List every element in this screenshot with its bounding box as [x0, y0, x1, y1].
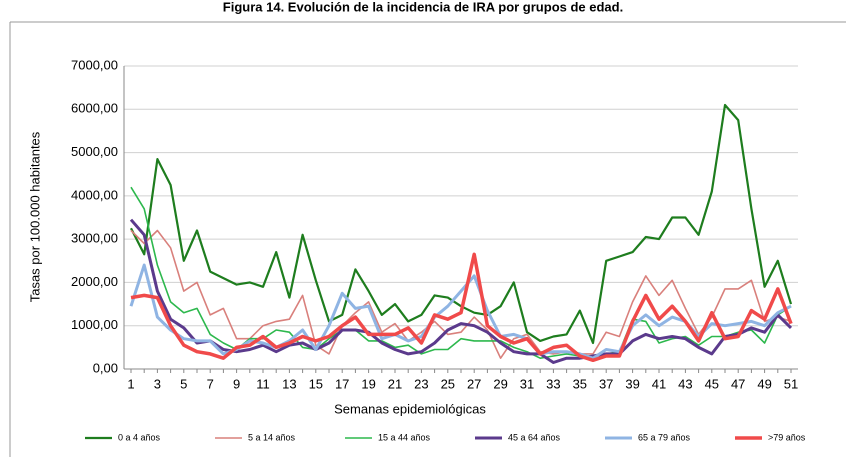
x-tick-label: 3	[154, 376, 161, 391]
legend-label: 15 a 44 años	[378, 432, 431, 442]
x-tick-label: 49	[757, 376, 771, 391]
x-tick-label: 17	[335, 376, 349, 391]
x-tick-label: 33	[546, 376, 560, 391]
x-tick-label: 35	[573, 376, 587, 391]
x-tick-label: 19	[361, 376, 375, 391]
x-tick-label: 11	[256, 376, 270, 391]
legend-label: 45 a 64 años	[508, 432, 561, 442]
x-tick-label: 9	[233, 376, 240, 391]
legend-label: 65 a 79 años	[638, 432, 691, 442]
y-tick-label: 5000,00	[71, 144, 118, 159]
y-tick-label: 1000,00	[71, 317, 118, 332]
x-tick-label: 27	[467, 376, 481, 391]
x-tick-label: 37	[599, 376, 613, 391]
x-tick-label: 31	[520, 376, 534, 391]
legend-label: >79 años	[768, 432, 806, 442]
x-tick-label: 21	[388, 376, 402, 391]
y-axis-title: Tasas por 100.000 habitantes	[27, 131, 42, 302]
x-tick-label: 15	[309, 376, 323, 391]
y-tick-label: 7000,00	[71, 57, 118, 72]
y-tick-label: 0,00	[93, 360, 118, 375]
x-tick-label: 45	[705, 376, 719, 391]
series-line	[129, 218, 793, 364]
y-tick-label: 2000,00	[71, 274, 118, 289]
x-axis-title: Semanas epidemiológicas	[334, 401, 486, 416]
x-tick-label: 23	[414, 376, 428, 391]
chart-title: Figura 14. Evolución de la incidencia de…	[223, 0, 623, 14]
x-tick-label: 29	[493, 376, 507, 391]
x-tick-label: 43	[678, 376, 692, 391]
x-tick-label: 51	[784, 376, 798, 391]
series-line	[130, 229, 792, 359]
x-tick-label: 13	[282, 376, 296, 391]
x-tick-label: 1	[127, 376, 134, 391]
x-tick-label: 5	[180, 376, 187, 391]
y-tick-label: 3000,00	[71, 231, 118, 246]
x-tick-label: 39	[625, 376, 639, 391]
series-line	[130, 252, 793, 363]
legend-label: 0 a 4 años	[118, 432, 161, 442]
x-tick-label: 25	[441, 376, 455, 391]
legend-label: 5 a 14 años	[248, 432, 296, 442]
y-tick-label: 4000,00	[71, 187, 118, 202]
x-tick-label: 47	[731, 376, 745, 391]
x-tick-label: 41	[652, 376, 666, 391]
x-tick-label: 7	[207, 376, 214, 391]
y-tick-label: 6000,00	[71, 101, 118, 116]
